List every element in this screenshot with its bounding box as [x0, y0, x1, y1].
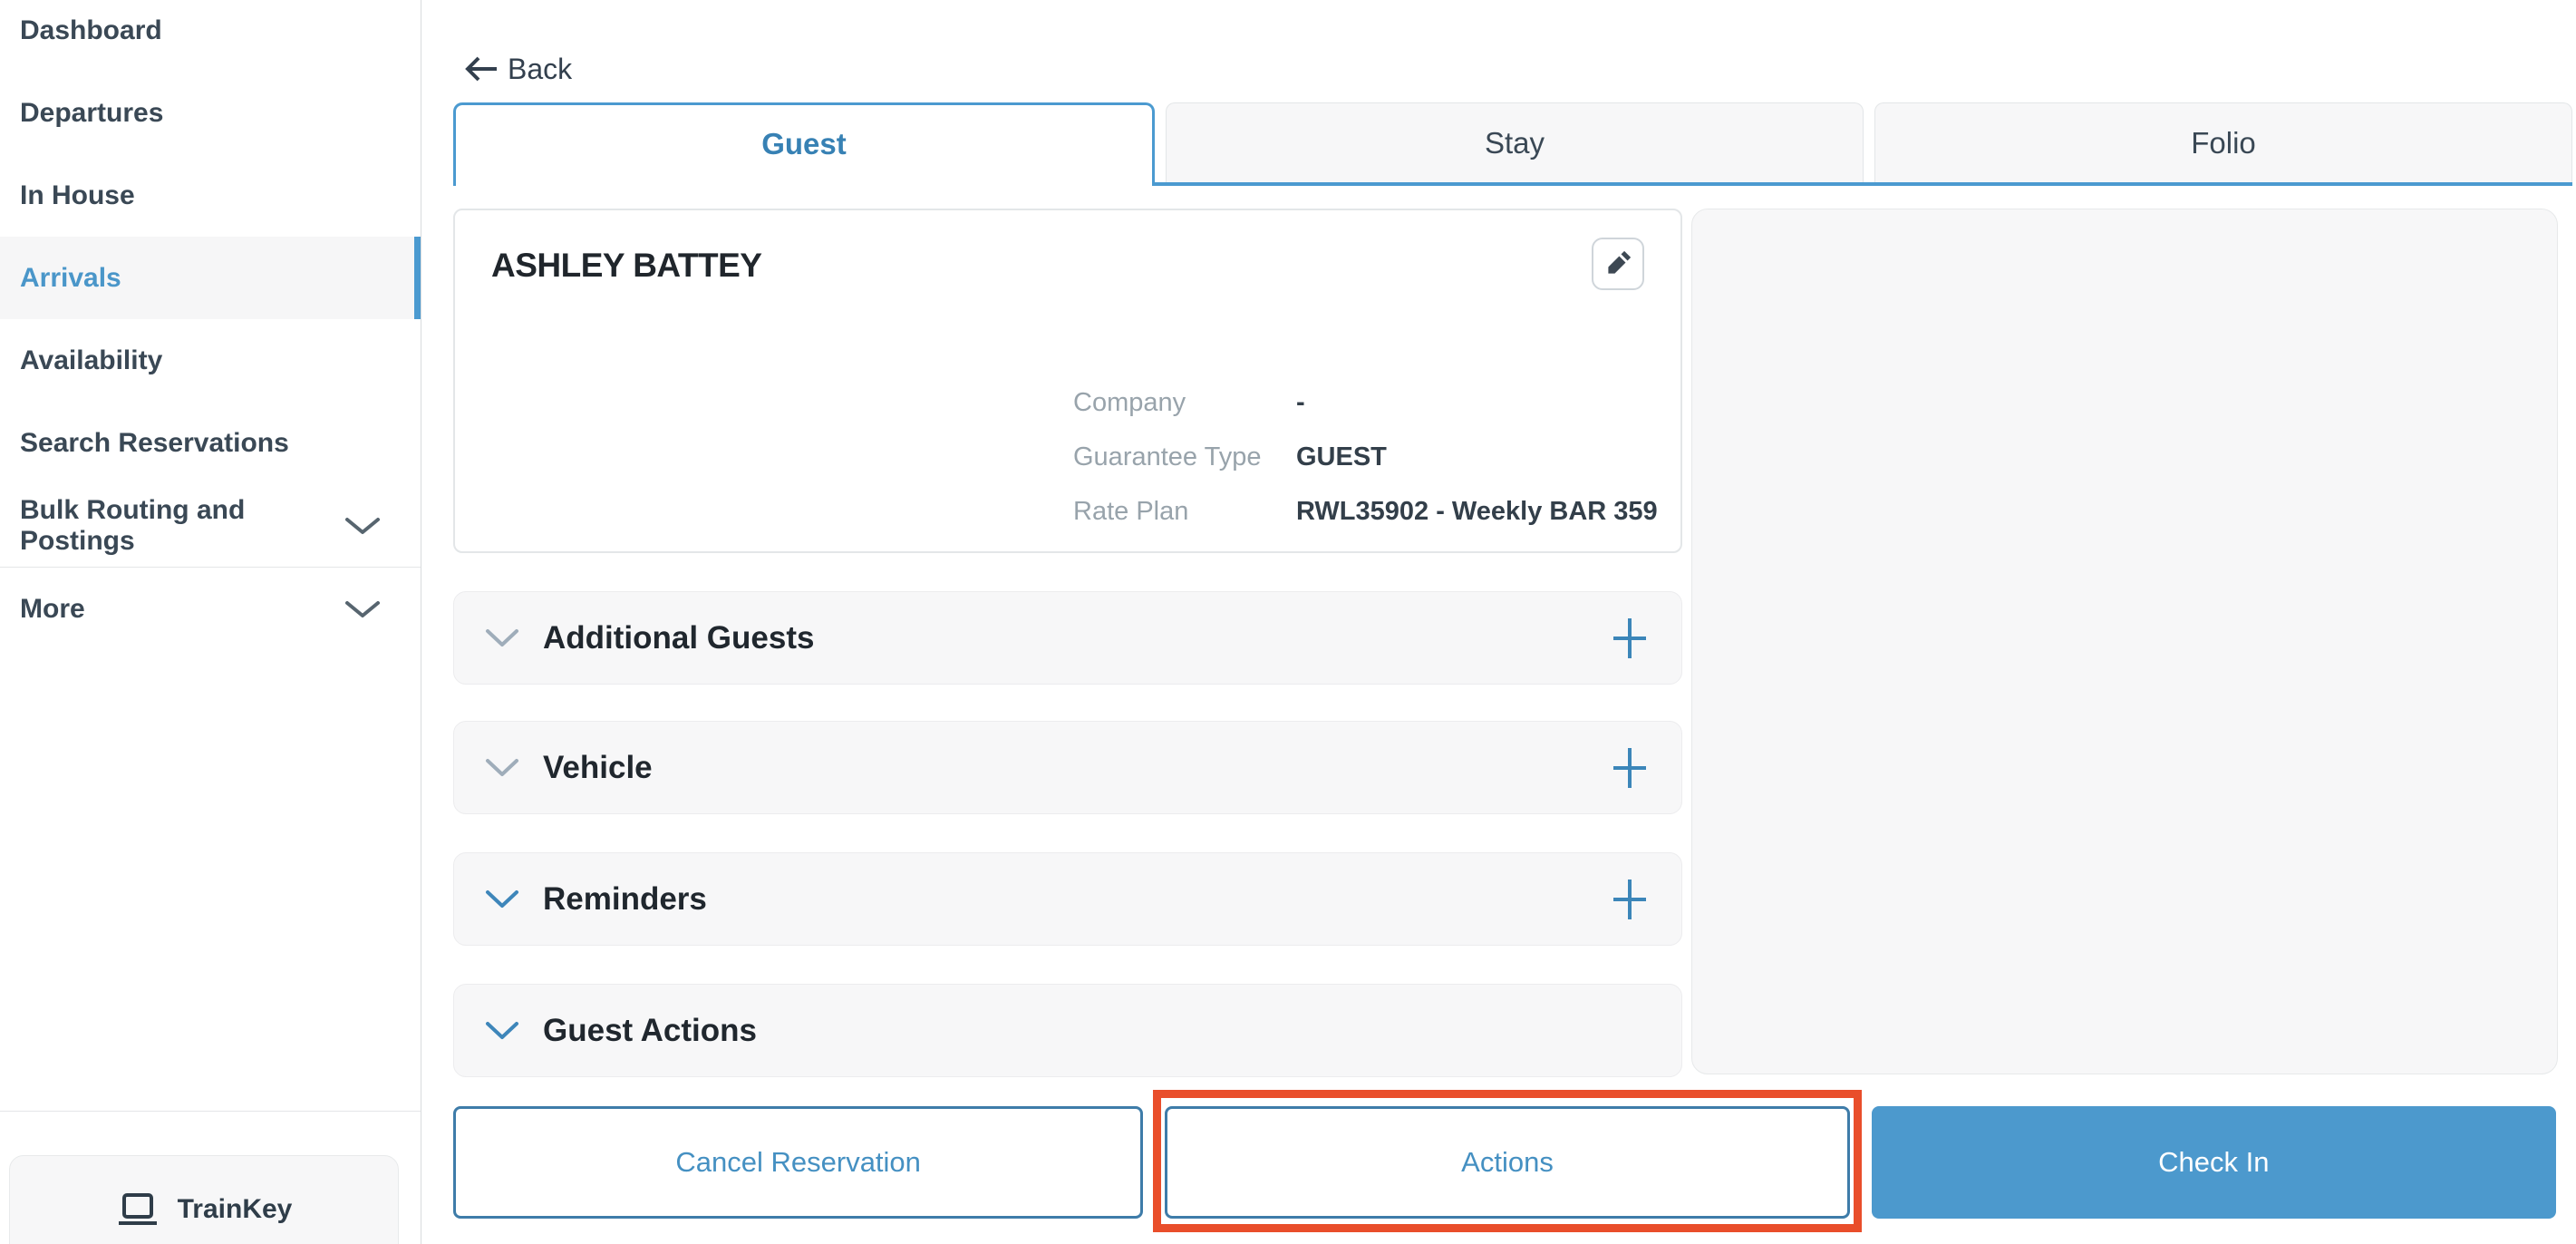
section-title: Reminders	[543, 880, 707, 917]
guest-card: ASHLEY BATTEY Company - Guarantee Type G…	[453, 209, 1682, 553]
tab-stay[interactable]: Stay	[1166, 102, 1864, 182]
edit-guest-button[interactable]	[1592, 238, 1644, 290]
field-label: Company	[1073, 387, 1186, 417]
actions-button[interactable]: Actions	[1165, 1106, 1850, 1219]
field-row-rate-plan: Rate Plan RWL35902 - Weekly BAR 359	[1073, 484, 1658, 539]
pencil-icon	[1603, 248, 1633, 279]
back-button[interactable]: Back	[464, 47, 572, 91]
section-title: Vehicle	[543, 749, 653, 785]
cancel-reservation-button[interactable]: Cancel Reservation	[453, 1106, 1144, 1219]
section-vehicle[interactable]: Vehicle	[453, 721, 1682, 814]
back-label: Back	[508, 52, 573, 85]
tab-label: Folio	[2191, 125, 2256, 160]
field-value: RWL35902 - Weekly BAR 359	[1296, 496, 1658, 526]
chevron-down-icon[interactable]	[485, 758, 519, 778]
detail-side-panel	[1691, 209, 2558, 1074]
tab-folio[interactable]: Folio	[1874, 102, 2572, 182]
actions-label: Actions	[1461, 1146, 1554, 1178]
sidebar-item-dashboard[interactable]: Dashboard	[0, 0, 421, 72]
sidebar-item-label: Departures	[20, 97, 164, 128]
trainkey-button[interactable]: TrainKey	[9, 1155, 399, 1244]
sidebar-item-bulk-routing-and-postings[interactable]: Bulk Routing and Postings	[0, 484, 421, 567]
sidebar-nav: Dashboard Departures In House Arrivals A…	[0, 0, 421, 650]
tab-label: Stay	[1484, 125, 1545, 160]
field-row-guarantee-type: Guarantee Type GUEST	[1073, 430, 1658, 484]
tab-label: Guest	[761, 126, 847, 160]
sidebar-divider	[0, 567, 421, 568]
sidebar-footer: TrainKey	[0, 1111, 421, 1244]
tab-bar: Guest Stay Folio	[453, 102, 2572, 186]
sidebar-item-label: More	[20, 593, 85, 624]
chevron-down-icon[interactable]	[485, 628, 519, 648]
sidebar-item-in-house[interactable]: In House	[0, 154, 421, 237]
laptop-icon	[116, 1191, 160, 1228]
section-guest-actions[interactable]: Guest Actions	[453, 984, 1682, 1077]
sidebar-item-label: Search Reservations	[20, 427, 289, 458]
cancel-reservation-label: Cancel Reservation	[675, 1146, 921, 1178]
sidebar-item-label: Dashboard	[20, 15, 162, 45]
guest-name: ASHLEY BATTEY	[491, 247, 762, 284]
add-reminder-button[interactable]	[1609, 878, 1651, 921]
chevron-down-icon[interactable]	[485, 889, 519, 909]
add-additional-guest-button[interactable]	[1609, 617, 1651, 660]
check-in-label: Check In	[2158, 1146, 2270, 1178]
sidebar-item-label: Arrivals	[20, 262, 121, 293]
add-vehicle-button[interactable]	[1609, 746, 1651, 790]
chevron-down-icon	[344, 516, 381, 536]
guest-fields: Company - Guarantee Type GUEST Rate Plan…	[1073, 375, 1658, 539]
footer-button-row: Cancel Reservation Actions Check In	[453, 1090, 2556, 1232]
sidebar-item-label: Bulk Routing and Postings	[20, 494, 246, 556]
section-additional-guests[interactable]: Additional Guests	[453, 591, 1682, 685]
actions-button-wrap: Actions	[1153, 1090, 1862, 1232]
back-arrow-icon	[464, 54, 499, 83]
sidebar-item-availability[interactable]: Availability	[0, 319, 421, 402]
sidebar-item-label: Availability	[20, 345, 163, 375]
tab-guest[interactable]: Guest	[453, 102, 1155, 186]
sidebar-item-arrivals[interactable]: Arrivals	[0, 237, 421, 319]
sidebar-item-departures[interactable]: Departures	[0, 72, 421, 154]
field-label: Rate Plan	[1073, 496, 1189, 526]
check-in-button[interactable]: Check In	[1871, 1106, 2556, 1219]
sidebar-item-label: In House	[20, 180, 135, 210]
sidebar-item-search-reservations[interactable]: Search Reservations	[0, 402, 421, 484]
section-title: Additional Guests	[543, 619, 815, 656]
field-row-company: Company -	[1073, 375, 1658, 430]
field-label: Guarantee Type	[1073, 442, 1262, 471]
field-value: GUEST	[1296, 442, 1387, 471]
field-value: -	[1296, 387, 1305, 417]
sidebar-item-more[interactable]: More	[0, 568, 421, 650]
section-reminders[interactable]: Reminders	[453, 852, 1682, 946]
chevron-down-icon[interactable]	[485, 1021, 519, 1041]
section-title: Guest Actions	[543, 1012, 757, 1048]
trainkey-label: TrainKey	[177, 1194, 293, 1224]
chevron-down-icon	[344, 599, 381, 619]
sidebar: Dashboard Departures In House Arrivals A…	[0, 0, 421, 1244]
